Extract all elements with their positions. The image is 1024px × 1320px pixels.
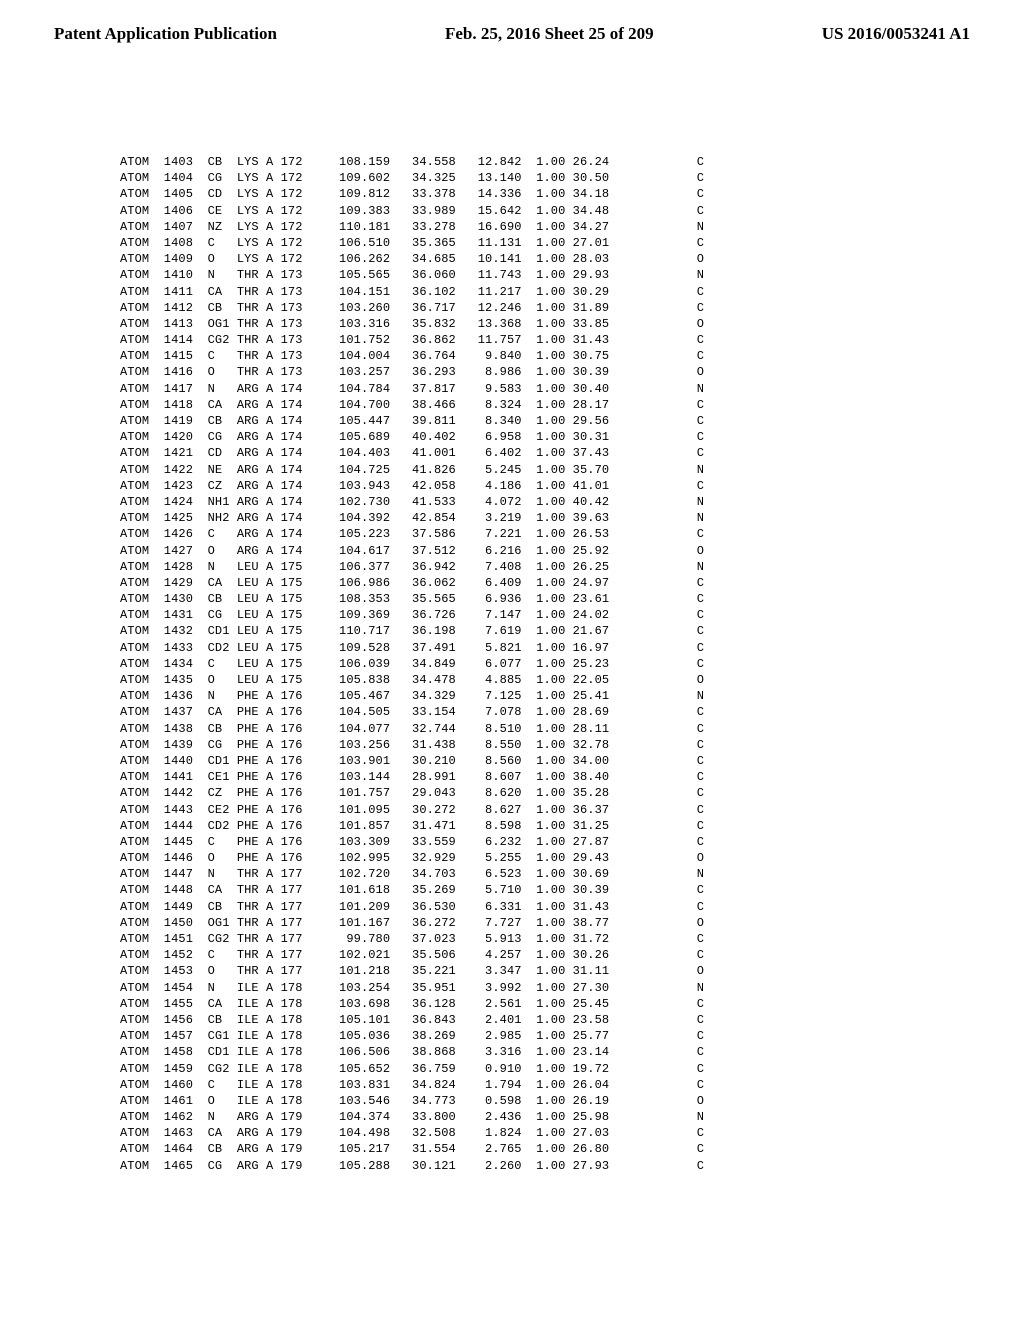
atom-record-table: ATOM 1403 CB LYS A 172 108.159 34.558 12… — [0, 44, 1024, 1214]
header-center: Feb. 25, 2016 Sheet 25 of 209 — [445, 24, 654, 44]
page-header: Patent Application Publication Feb. 25, … — [0, 0, 1024, 44]
header-left: Patent Application Publication — [54, 24, 277, 44]
header-right: US 2016/0053241 A1 — [822, 24, 970, 44]
